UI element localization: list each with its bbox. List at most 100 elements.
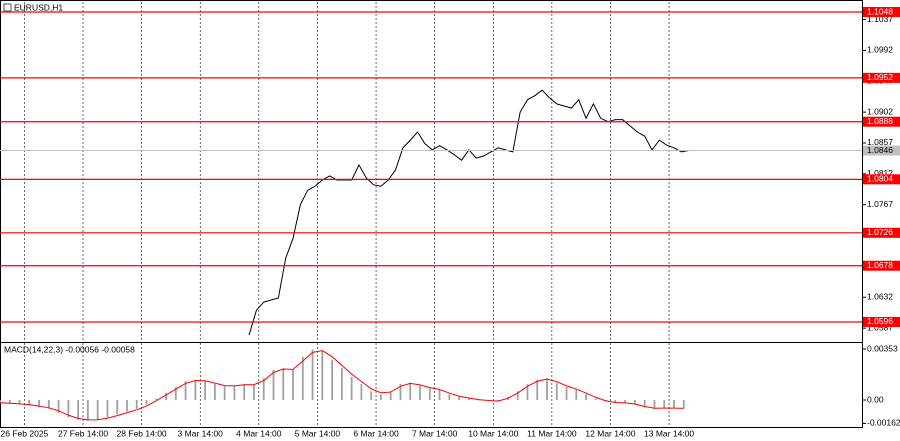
x-tick-label: 28 Feb 14:00 xyxy=(117,428,167,438)
histogram-bar xyxy=(321,350,324,401)
histogram-bar xyxy=(311,349,314,401)
x-tick-label: 3 Mar 14:00 xyxy=(178,428,224,438)
histogram-bar xyxy=(204,381,207,401)
histogram-bar xyxy=(331,359,334,401)
histogram-bar xyxy=(233,385,236,401)
histogram-bar xyxy=(399,384,402,401)
histogram-bar xyxy=(380,394,382,401)
histogram-bar xyxy=(340,368,343,401)
histogram-bar xyxy=(624,400,627,403)
histogram-bar xyxy=(438,389,441,401)
level-label: 1.0596 xyxy=(867,316,893,326)
histogram-bar xyxy=(409,382,412,401)
x-tick-label: 11 Mar 14:00 xyxy=(527,428,577,438)
level-label: 1.0888 xyxy=(867,116,893,126)
histogram-bar xyxy=(536,379,539,401)
price-line xyxy=(248,89,689,336)
histogram-bar xyxy=(28,400,31,406)
histogram-bar xyxy=(213,384,216,401)
histogram-bar xyxy=(575,389,578,401)
histogram-bar xyxy=(87,400,89,421)
histogram-bar xyxy=(301,356,304,401)
level-label-box xyxy=(863,116,900,127)
level-label-box xyxy=(863,174,900,185)
y-tick-label: 0.00353 xyxy=(867,343,898,353)
histogram-bar xyxy=(272,369,275,401)
histogram-bar xyxy=(555,382,558,401)
level-label-box xyxy=(863,260,900,271)
histogram-bar xyxy=(145,400,148,405)
level-label-box xyxy=(863,7,900,18)
histogram-bar xyxy=(350,376,353,401)
histogram-bar xyxy=(682,400,685,409)
level-label-box xyxy=(863,227,900,238)
histogram-bar xyxy=(634,400,636,405)
histogram-bar xyxy=(292,369,294,401)
x-tick-label: 6 Mar 14:00 xyxy=(353,428,399,438)
histogram-bar xyxy=(643,400,646,408)
level-label: 1.1048 xyxy=(867,6,893,16)
histogram-bar xyxy=(516,391,519,401)
x-tick-label: 12 Mar 14:00 xyxy=(585,428,635,438)
histogram-bar xyxy=(8,400,11,404)
histogram-bar xyxy=(184,381,187,401)
price-line xyxy=(0,350,684,421)
histogram-bar xyxy=(594,398,597,401)
y-tick-label: 1.0767 xyxy=(867,199,893,209)
histogram-bar xyxy=(585,394,587,401)
indicator-title: MACD(14,22,3) -0.00056 -0.00058 xyxy=(4,344,135,354)
chart-title: EURUSD,H1 xyxy=(14,2,63,12)
histogram-bar xyxy=(614,400,617,403)
y-tick-label: 1.0902 xyxy=(867,106,893,116)
histogram-bar xyxy=(448,394,451,401)
y-tick-label: 1.0992 xyxy=(867,45,893,55)
level-label: 1.0726 xyxy=(867,227,893,237)
y-tick-label: 1.0857 xyxy=(867,137,893,147)
histogram-bar xyxy=(38,400,40,408)
histogram-bar xyxy=(18,400,21,405)
histogram-bar xyxy=(116,400,119,415)
histogram-bar xyxy=(653,400,656,409)
level-label: 1.0952 xyxy=(867,72,893,82)
histogram-bar xyxy=(77,400,80,420)
histogram-bar xyxy=(96,400,99,420)
histogram-bar xyxy=(57,400,60,413)
histogram-bar xyxy=(389,391,392,401)
y-tick-label: 1.0587 xyxy=(867,322,893,332)
histogram-bar xyxy=(370,391,373,401)
histogram-bar xyxy=(262,378,265,401)
y-tick-label: 1.1037 xyxy=(867,14,893,24)
histogram-bar xyxy=(360,384,363,401)
histogram-bar xyxy=(194,379,197,401)
histogram-bar xyxy=(135,400,138,409)
histogram-bar xyxy=(673,400,675,408)
x-tick-label: 7 Mar 14:00 xyxy=(412,428,458,438)
histogram-bar xyxy=(477,400,480,401)
histogram-bar xyxy=(0,400,1,403)
histogram-bar xyxy=(663,400,666,408)
histogram-bar xyxy=(526,384,529,401)
histogram-bar xyxy=(428,388,431,401)
histogram-bar xyxy=(126,400,128,412)
level-label-box xyxy=(863,72,900,83)
histogram-bar xyxy=(47,400,50,409)
histogram-bar xyxy=(546,378,548,401)
y-tick-label: 1.0812 xyxy=(867,168,893,178)
plot-frame xyxy=(0,0,863,428)
current-price-label: 1.0846 xyxy=(867,145,893,155)
histogram-bar xyxy=(458,397,460,401)
current-price-box xyxy=(863,145,900,156)
histogram-bar xyxy=(174,387,177,401)
histogram-bar xyxy=(253,384,255,401)
y-tick-label: 1.0632 xyxy=(867,292,893,302)
level-label-box xyxy=(863,316,900,327)
histogram-bar xyxy=(565,387,568,401)
symbol-icon xyxy=(3,3,12,12)
histogram-bar xyxy=(282,368,285,401)
x-tick-label: 13 Mar 14:00 xyxy=(644,428,694,438)
x-tick-label: 26 Feb 2025 xyxy=(1,428,49,438)
level-label: 1.0804 xyxy=(867,174,893,184)
histogram-bar xyxy=(165,392,167,401)
y-tick-label: -0.00162 xyxy=(867,418,900,428)
